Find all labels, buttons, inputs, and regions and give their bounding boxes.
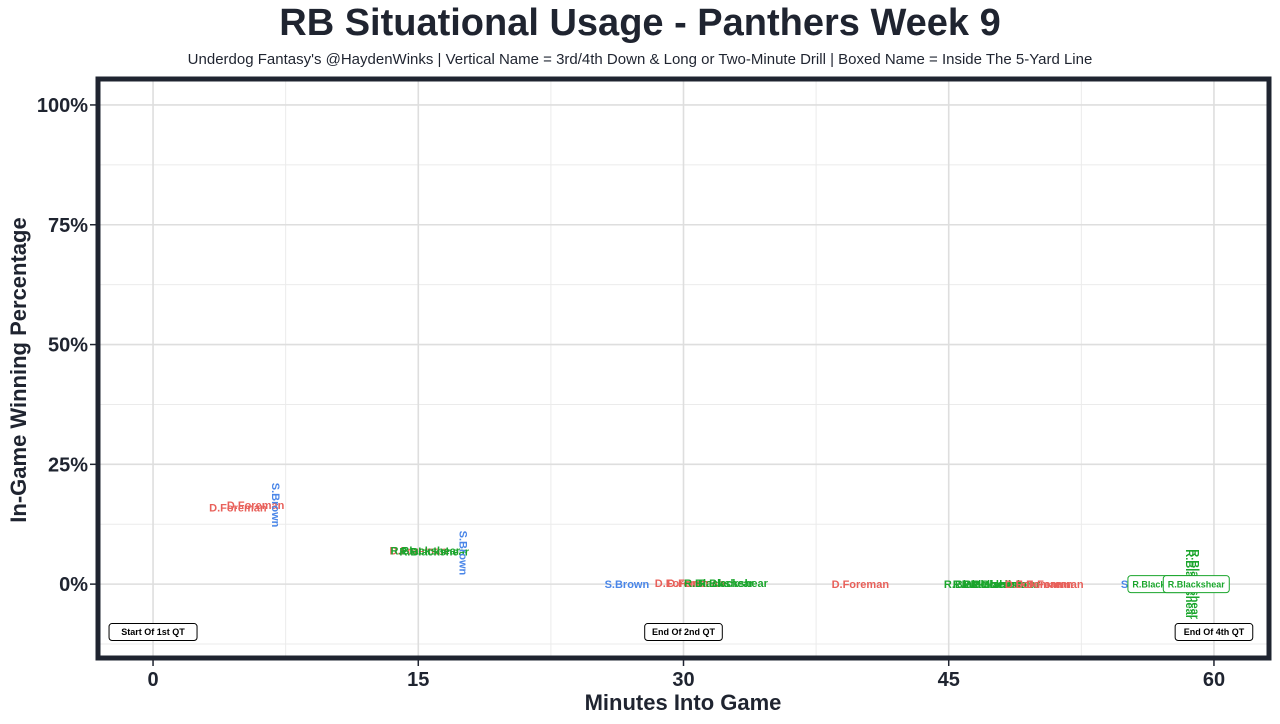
data-point-label: R.Blackshear <box>962 579 1032 591</box>
data-point-label: D.Foreman <box>655 578 713 590</box>
quarter-annotation-label: End Of 2nd QT <box>652 627 715 637</box>
grid-lines <box>100 81 1267 656</box>
quarter-annotation-box <box>1174 623 1254 642</box>
axis-ticks: 0 15 30 45 60 0% 25% 50% 75% 100% <box>37 95 1225 691</box>
quarter-annotations: Start Of 1st QT End Of 2nd QT End Of 4th Q… <box>108 623 1254 642</box>
chart-subtitle: Underdog Fantasy's @HaydenWinks | Vertic… <box>187 51 1093 68</box>
data-point-label: R.Blackshear <box>698 578 768 590</box>
data-point-label: D.Foreman <box>227 500 285 512</box>
data-point-label: D.Foreman <box>1026 579 1084 591</box>
data-point-label: D.Foreman <box>667 578 725 590</box>
data-labels: D.ForemanD.ForemanS.BrownD.ForemanR.Blac… <box>209 483 1230 620</box>
data-point-label: R.Blackshear <box>390 546 460 558</box>
chart-title: RB Situational Usage - Panthers Week 9 <box>279 2 1001 44</box>
y-tick-label: 75% <box>48 215 88 237</box>
x-tick-label: 60 <box>1203 669 1225 691</box>
y-tick-label: 100% <box>37 95 88 117</box>
quarter-annotation-box <box>108 623 198 642</box>
y-tick-label: 25% <box>48 454 88 476</box>
data-point-label: R.Blackshear <box>1132 580 1190 590</box>
data-point-box <box>1162 575 1230 594</box>
y-tick-label: 50% <box>48 335 88 357</box>
quarter-annotation-label: Start Of 1st QT <box>121 627 185 637</box>
data-point-label: R.Blackshear <box>953 579 1023 591</box>
quarter-annotation-box <box>644 623 723 642</box>
data-point-label: S.Brown <box>456 531 468 576</box>
plot-border <box>95 76 1272 661</box>
data-point-label: R.Blackshear <box>399 547 469 559</box>
data-point-label: D.Foreman <box>1005 579 1063 591</box>
data-point-label: D.Foreman <box>209 502 267 514</box>
data-point-label: S.Brown <box>269 483 281 528</box>
x-tick-label: 15 <box>407 669 429 691</box>
data-point-label: R.Blackshear <box>970 579 1040 591</box>
data-point-label: D.Foreman <box>832 579 890 591</box>
x-axis-title: Minutes Into Game <box>585 690 782 715</box>
data-point-label: D.Foreman <box>1015 579 1073 591</box>
data-point-label: R.Blackshear <box>684 578 754 590</box>
y-tick-label: 0% <box>59 574 88 596</box>
x-tick-label: 45 <box>938 669 960 691</box>
y-axis-title: In-Game Winning Percentage <box>6 217 31 522</box>
data-point-label: D.Foreman <box>390 546 448 558</box>
data-point-label: R.Blackshear <box>1168 580 1226 590</box>
x-tick-label: 30 <box>672 669 694 691</box>
quarter-annotation-label: End Of 4th QT <box>1184 627 1245 637</box>
data-point-label: S.Brown <box>605 579 650 591</box>
x-tick-label: 0 <box>147 669 158 691</box>
data-point-label: R.Blackshear <box>944 579 1014 591</box>
